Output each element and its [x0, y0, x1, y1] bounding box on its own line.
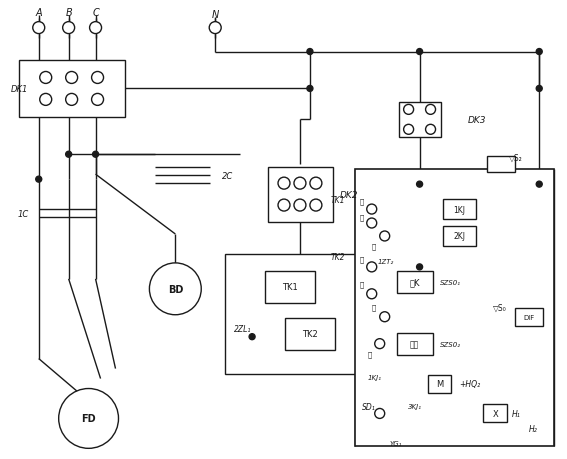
Circle shape	[209, 22, 221, 34]
Circle shape	[33, 22, 45, 34]
Circle shape	[36, 177, 42, 183]
Text: 上: 上	[359, 198, 364, 205]
Text: H₁: H₁	[511, 409, 520, 418]
Text: 下: 下	[367, 351, 372, 357]
Circle shape	[92, 94, 104, 106]
Text: 1ZT₂: 1ZT₂	[378, 258, 394, 264]
Text: X: X	[493, 409, 498, 418]
Text: DK2: DK2	[340, 190, 358, 199]
Bar	[397, 271, 433, 293]
Circle shape	[417, 264, 422, 270]
Circle shape	[417, 50, 422, 56]
Text: DK1: DK1	[11, 85, 28, 94]
Circle shape	[375, 339, 384, 349]
Text: FD: FD	[81, 414, 96, 424]
Circle shape	[310, 200, 322, 212]
Circle shape	[249, 334, 255, 340]
Bar	[442, 200, 476, 219]
Text: 下: 下	[371, 304, 376, 310]
Text: TK1: TK1	[331, 195, 345, 204]
Text: DK3: DK3	[467, 116, 486, 124]
Text: C: C	[92, 8, 99, 17]
Text: 中: 中	[359, 214, 364, 221]
Text: ▽S₂: ▽S₂	[509, 153, 523, 162]
Text: 2KJ: 2KJ	[454, 232, 466, 241]
Text: 3KJ₁: 3KJ₁	[408, 403, 422, 409]
Circle shape	[426, 125, 435, 135]
Text: SZS0₁: SZS0₁	[439, 279, 460, 285]
Bar	[225, 254, 375, 374]
Circle shape	[66, 152, 71, 158]
Circle shape	[92, 152, 99, 158]
Circle shape	[367, 205, 376, 214]
Text: DIF: DIF	[524, 314, 535, 320]
Bar	[19, 61, 125, 118]
Bar	[397, 333, 433, 355]
Text: TK1: TK1	[282, 283, 298, 291]
Text: 2C: 2C	[222, 171, 234, 180]
Text: 1C: 1C	[18, 209, 29, 218]
Circle shape	[294, 200, 306, 212]
Text: M: M	[436, 379, 443, 388]
Bar	[428, 375, 451, 392]
Circle shape	[417, 182, 422, 188]
Text: 滤冰: 滤冰	[410, 339, 419, 348]
Circle shape	[66, 73, 78, 84]
Text: YG₁: YG₁	[390, 440, 402, 447]
Circle shape	[66, 94, 78, 106]
Text: TK2: TK2	[331, 253, 345, 262]
Circle shape	[536, 50, 542, 56]
Circle shape	[375, 409, 384, 419]
Text: +HQ₂: +HQ₂	[459, 379, 481, 388]
Bar	[285, 318, 335, 350]
Circle shape	[426, 105, 435, 115]
Circle shape	[310, 178, 322, 190]
Text: BD: BD	[168, 284, 183, 294]
Circle shape	[380, 312, 390, 322]
Circle shape	[404, 125, 413, 135]
Bar	[268, 168, 333, 223]
Bar	[442, 226, 476, 246]
Circle shape	[367, 289, 376, 299]
Text: B: B	[65, 8, 72, 17]
Bar	[355, 170, 554, 446]
Circle shape	[63, 22, 75, 34]
Circle shape	[307, 86, 313, 92]
Circle shape	[150, 263, 201, 315]
Text: TK2: TK2	[302, 330, 318, 338]
Text: 继K: 继K	[409, 278, 420, 287]
Circle shape	[90, 22, 101, 34]
Bar	[488, 157, 515, 173]
Circle shape	[367, 218, 376, 229]
Circle shape	[40, 73, 52, 84]
Bar	[265, 271, 315, 303]
Text: H₂: H₂	[529, 424, 538, 433]
Text: A: A	[35, 8, 42, 17]
Circle shape	[92, 73, 104, 84]
Text: 下: 下	[371, 243, 376, 250]
Bar	[484, 404, 507, 422]
Circle shape	[536, 86, 542, 92]
Circle shape	[404, 105, 413, 115]
Circle shape	[307, 50, 313, 56]
Circle shape	[536, 182, 542, 188]
Circle shape	[40, 94, 52, 106]
Text: SD₁: SD₁	[362, 402, 375, 411]
Circle shape	[58, 389, 119, 448]
Circle shape	[367, 263, 376, 272]
Circle shape	[278, 178, 290, 190]
Text: 1KJ₁: 1KJ₁	[368, 374, 382, 380]
Text: 上: 上	[359, 256, 364, 263]
Bar	[399, 103, 441, 138]
Circle shape	[278, 200, 290, 212]
Text: 2ZL₁: 2ZL₁	[234, 325, 252, 334]
Circle shape	[380, 231, 390, 241]
Text: 中: 中	[359, 281, 364, 287]
Text: N: N	[211, 10, 219, 20]
Bar	[515, 308, 543, 326]
Circle shape	[294, 178, 306, 190]
Text: ▽S₀: ▽S₀	[493, 302, 507, 312]
Text: 1KJ: 1KJ	[454, 205, 466, 214]
Text: SZS0₂: SZS0₂	[439, 341, 460, 347]
